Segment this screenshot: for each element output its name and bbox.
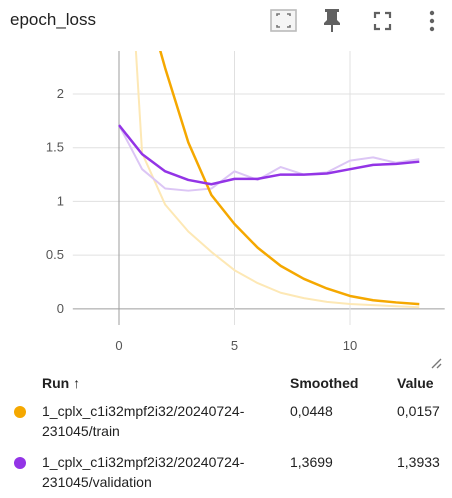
smoothed-line: [118, 124, 420, 186]
raw-line: [134, 51, 420, 309]
last-value: 0,0157: [397, 403, 440, 419]
card-title: epoch_loss: [10, 10, 97, 29]
legend-color: [14, 457, 26, 469]
x-tick-label: 0: [115, 338, 122, 353]
last-value: 1,3933: [397, 454, 440, 470]
resize-icon[interactable]: [431, 358, 442, 369]
fullscreen-icon[interactable]: [373, 11, 392, 31]
smoothed-line: [159, 51, 420, 306]
y-tick-label: 1: [57, 193, 64, 208]
run-name: 1_cplx_c1i32mpf2i32/20240724-231045/vali…: [42, 454, 245, 490]
legend-header-value: Value: [397, 375, 434, 391]
fit-icon[interactable]: [270, 9, 297, 32]
run-name: 1_cplx_c1i32mpf2i32/20240724-231045/trai…: [42, 403, 245, 439]
legend-color: [14, 406, 26, 418]
y-tick-label: 0.5: [46, 247, 64, 262]
x-tick-label: 10: [343, 338, 357, 353]
y-tick-label: 2: [57, 86, 64, 101]
smoothed-value: 1,3699: [290, 454, 333, 470]
y-tick-label: 1.5: [46, 140, 64, 155]
smoothed-value: 0,0448: [290, 403, 333, 419]
legend-header-run[interactable]: Run ↑: [42, 375, 81, 391]
raw-line: [118, 124, 420, 192]
x-tick-label: 5: [231, 338, 238, 353]
pin-icon[interactable]: [324, 9, 340, 32]
more-icon[interactable]: [429, 10, 435, 32]
legend-header-smoothed: Smoothed: [290, 375, 359, 391]
y-tick-label: 0: [57, 301, 64, 316]
